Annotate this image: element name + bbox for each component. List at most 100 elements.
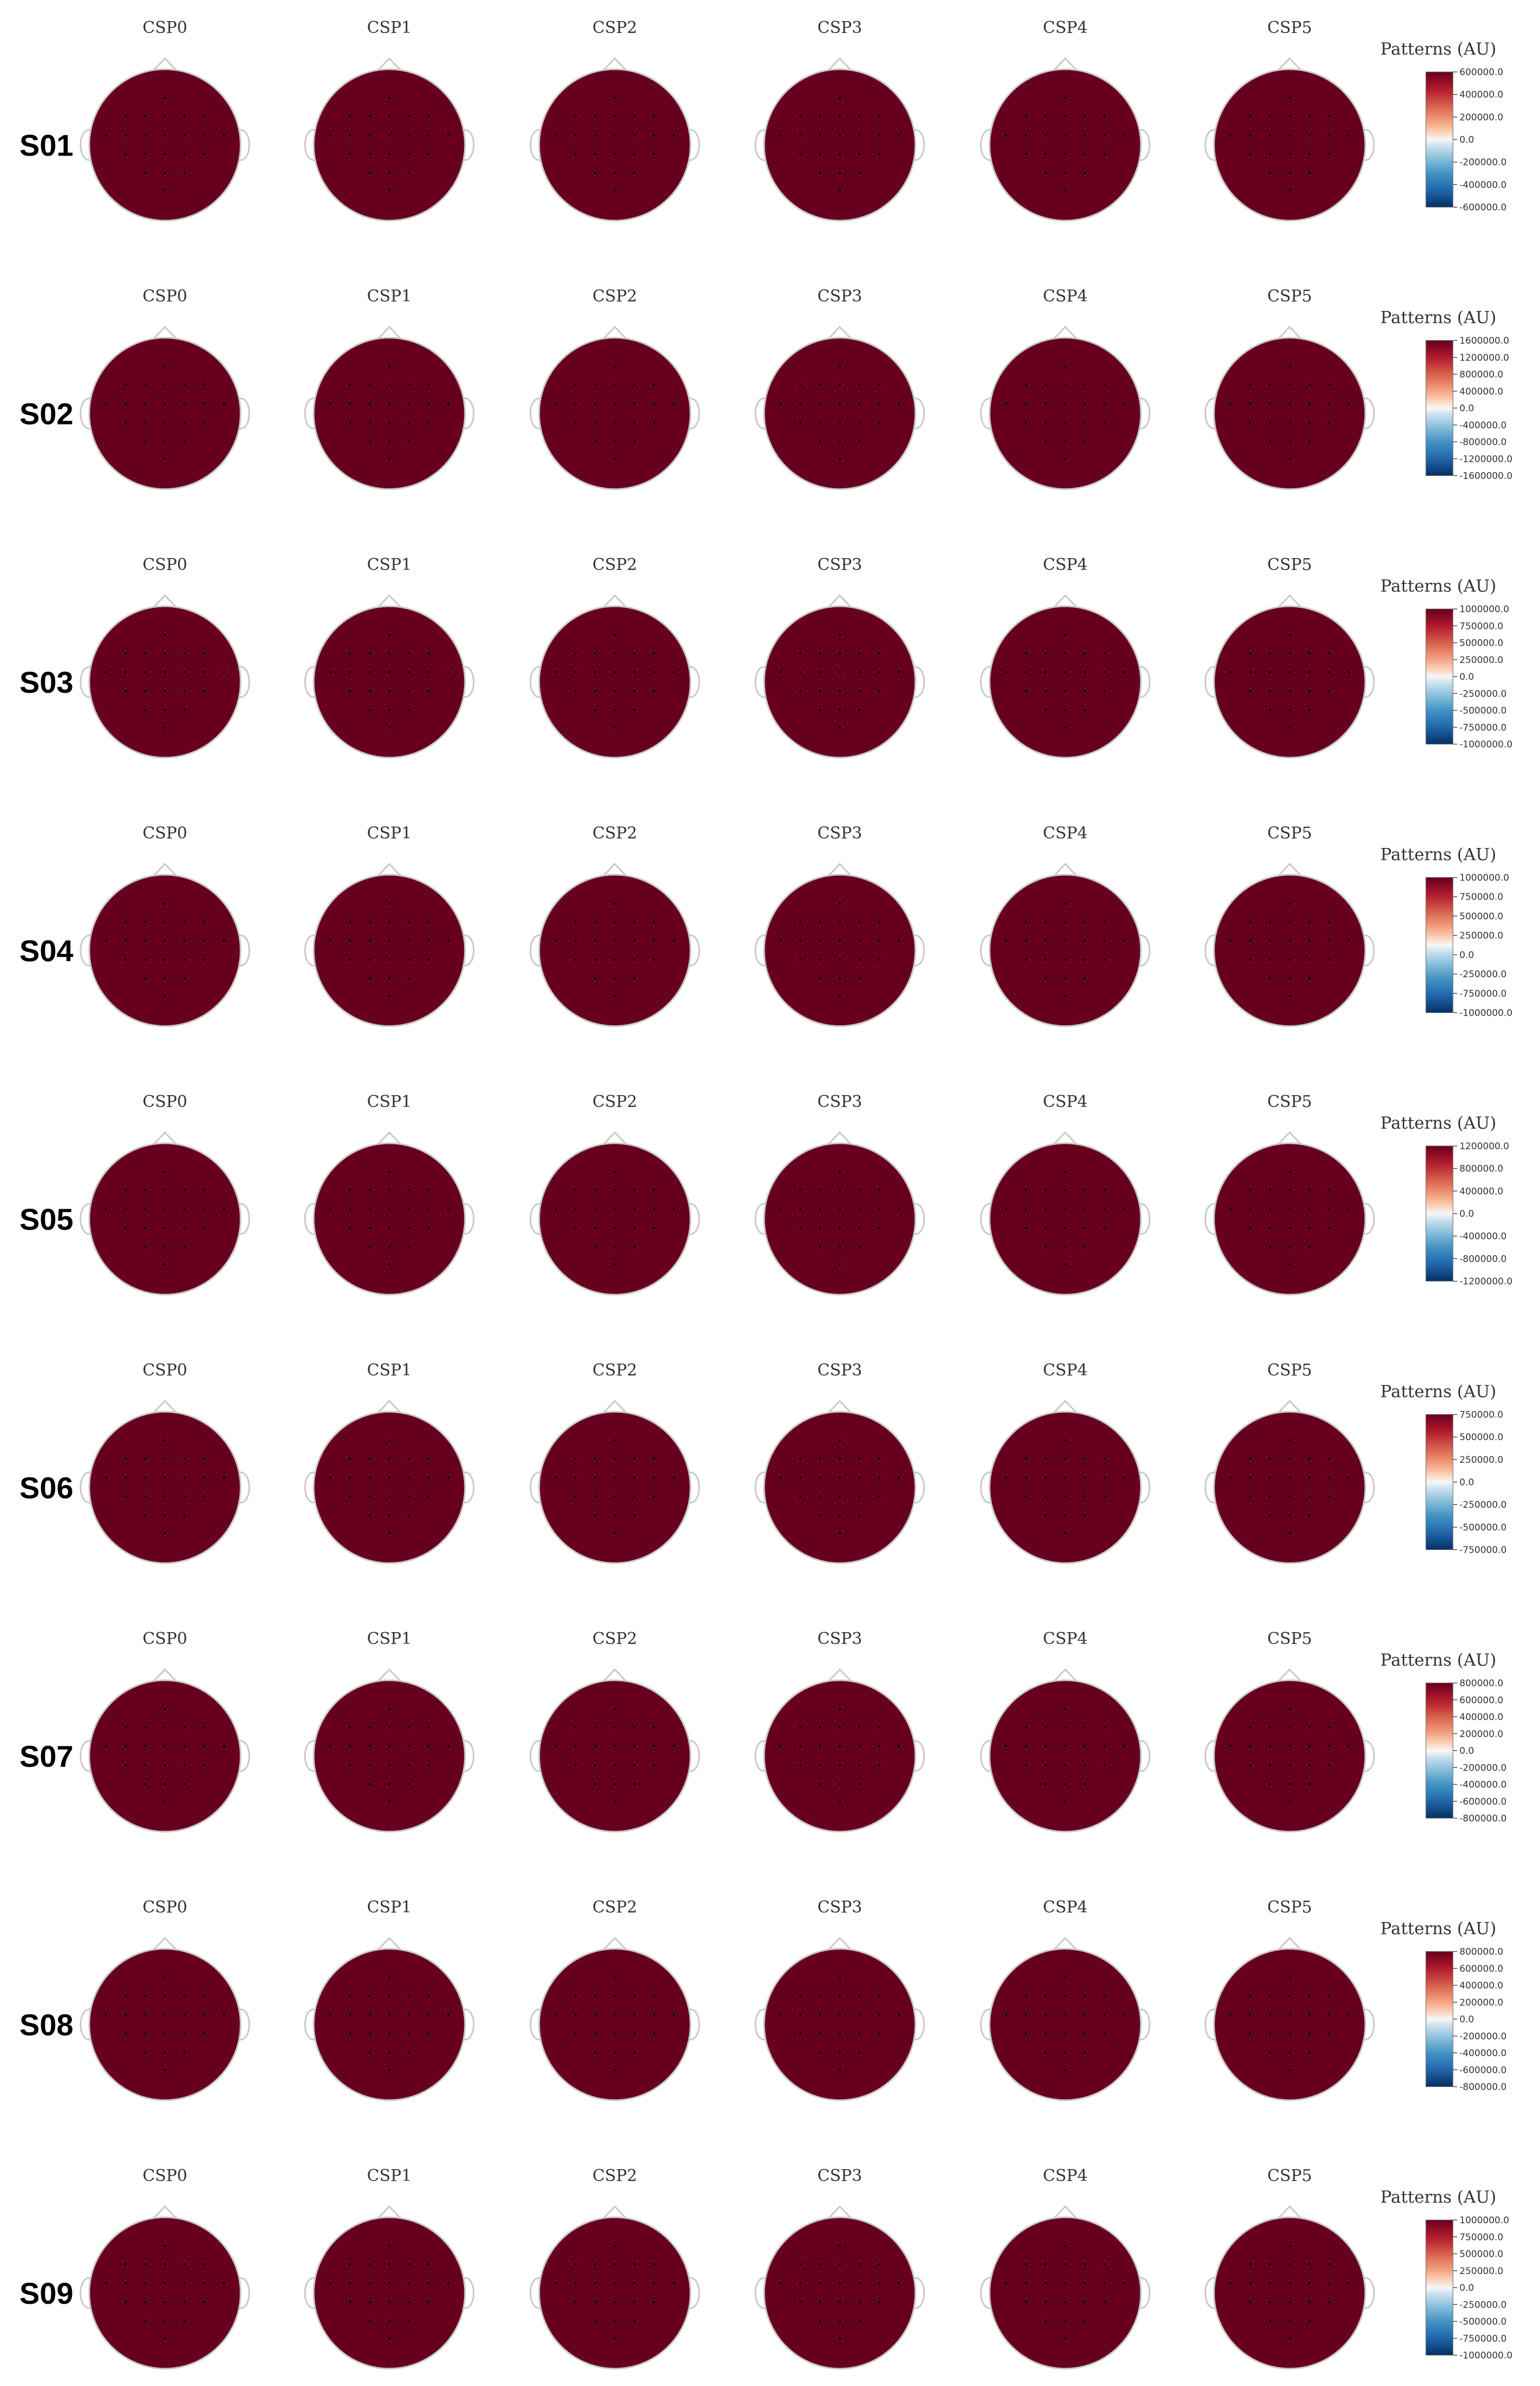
colorbar-tick-label: 600000.0 <box>1459 67 1503 78</box>
colorbar-tick-label: 800000.0 <box>1459 1678 1503 1689</box>
colorbar-title: Patterns (AU) <box>1380 1919 1496 1939</box>
component-label: CSP2 <box>593 2166 638 2185</box>
component-label: CSP1 <box>367 18 412 37</box>
component-label: CSP3 <box>818 1361 862 1380</box>
colorbar-tick-label: 400000.0 <box>1459 1712 1503 1723</box>
colorbar-tick-label: 800000.0 <box>1459 1947 1503 1958</box>
colorbar-tick-label: 750000.0 <box>1459 621 1503 632</box>
colorbar-tick-label: 0.0 <box>1459 403 1474 414</box>
colorbar-title: Patterns (AU) <box>1380 576 1496 596</box>
component-label: CSP0 <box>143 555 188 574</box>
topomap: CSP1 <box>305 824 474 1027</box>
topomap: CSP2 <box>530 1361 699 1564</box>
colorbar-tick-label: -600000.0 <box>1459 2065 1506 2076</box>
component-label: CSP5 <box>1267 287 1312 306</box>
component-label: CSP3 <box>818 18 862 37</box>
topomap: CSP4 <box>981 1361 1150 1564</box>
component-label: CSP1 <box>367 1898 412 1917</box>
colorbar-tick-label: -200000.0 <box>1459 157 1506 168</box>
topomap: CSP1 <box>305 1898 474 2101</box>
colorbar-tick-label: 1200000.0 <box>1459 1141 1509 1152</box>
colorbar-tick-label: 1600000.0 <box>1459 336 1509 347</box>
colorbar-tick-label: -800000.0 <box>1459 1254 1506 1264</box>
colorbar-title: Patterns (AU) <box>1380 1382 1496 1402</box>
colorbar-tick-label: 400000.0 <box>1459 90 1503 101</box>
topomap: CSP5 <box>1205 824 1374 1027</box>
topomap: CSP2 <box>530 2166 699 2369</box>
colorbar-tick-label: 750000.0 <box>1459 2232 1503 2243</box>
component-label: CSP0 <box>143 2166 188 2185</box>
colorbar-tick-label: -400000.0 <box>1459 1231 1506 1242</box>
topomap: CSP3 <box>755 555 924 758</box>
component-label: CSP5 <box>1267 1629 1312 1648</box>
topomap: CSP1 <box>305 555 474 758</box>
topomap: CSP3 <box>755 1629 924 1832</box>
colorbar-tick-label: 0.0 <box>1459 950 1474 960</box>
topomap: CSP4 <box>981 287 1150 490</box>
component-label: CSP2 <box>593 555 638 574</box>
component-label: CSP0 <box>143 824 188 843</box>
topomap: CSP4 <box>981 824 1150 1027</box>
topomap: CSP2 <box>530 1092 699 1295</box>
component-label: CSP5 <box>1267 555 1312 574</box>
colorbar-tick-label: 200000.0 <box>1459 112 1503 123</box>
colorbar-tick-label: 800000.0 <box>1459 1164 1503 1175</box>
component-label: CSP4 <box>1043 555 1088 574</box>
colorbar-tick-label: -250000.0 <box>1459 1500 1506 1510</box>
topomap: CSP1 <box>305 287 474 490</box>
topomap: CSP0 <box>81 555 249 758</box>
colorbar-tick-label: -800000.0 <box>1459 2082 1506 2093</box>
colorbar-tick-label: -1000000.0 <box>1459 2350 1512 2361</box>
topomap: CSP3 <box>755 1898 924 2101</box>
topomap: CSP2 <box>530 1629 699 1832</box>
topomap: CSP5 <box>1205 2166 1374 2369</box>
topomap: CSP5 <box>1205 287 1374 490</box>
colorbar-tick-label: -750000.0 <box>1459 2334 1506 2344</box>
colorbar-title: Patterns (AU) <box>1380 308 1496 328</box>
topomap: CSP2 <box>530 824 699 1027</box>
colorbar-tick-label: 0.0 <box>1459 1477 1474 1488</box>
subject-label: S01 <box>19 128 74 162</box>
colorbar: Patterns (AU)1200000.0800000.0400000.00.… <box>1380 1114 1512 1287</box>
colorbar: Patterns (AU)1000000.0750000.0500000.025… <box>1380 845 1512 1019</box>
colorbar-tick-label: 250000.0 <box>1459 2266 1503 2277</box>
component-label: CSP3 <box>818 824 862 843</box>
component-label: CSP5 <box>1267 1898 1312 1917</box>
topomap: CSP3 <box>755 2166 924 2369</box>
topomap: CSP2 <box>530 18 699 221</box>
colorbar-tick-label: 250000.0 <box>1459 655 1503 666</box>
topomap: CSP0 <box>81 824 249 1027</box>
colorbar-tick-label: -750000.0 <box>1459 1545 1506 1556</box>
subject-label: S04 <box>19 934 74 968</box>
topomap: CSP3 <box>755 824 924 1027</box>
component-label: CSP0 <box>143 18 188 37</box>
component-label: CSP3 <box>818 287 862 306</box>
topomap: CSP2 <box>530 287 699 490</box>
topomap: CSP4 <box>981 1092 1150 1295</box>
subject-label: S05 <box>19 1202 74 1236</box>
colorbar-tick-label: 250000.0 <box>1459 1455 1503 1466</box>
component-label: CSP0 <box>143 1898 188 1917</box>
component-label: CSP1 <box>367 1092 412 1111</box>
topomap: CSP0 <box>81 2166 249 2369</box>
colorbar: Patterns (AU)800000.0600000.0400000.0200… <box>1380 1919 1506 2093</box>
colorbar-tick-label: 750000.0 <box>1459 1410 1503 1421</box>
component-label: CSP5 <box>1267 824 1312 843</box>
topomap: CSP5 <box>1205 555 1374 758</box>
topomap: CSP4 <box>981 2166 1150 2369</box>
component-label: CSP4 <box>1043 1361 1088 1380</box>
component-label: CSP2 <box>593 1898 638 1917</box>
colorbar: Patterns (AU)1000000.0750000.0500000.025… <box>1380 2188 1512 2361</box>
component-label: CSP0 <box>143 287 188 306</box>
colorbar-tick-label: -1200000.0 <box>1459 1276 1512 1287</box>
component-label: CSP1 <box>367 287 412 306</box>
topomap: CSP0 <box>81 287 249 490</box>
component-label: CSP2 <box>593 1629 638 1648</box>
component-label: CSP3 <box>818 1092 862 1111</box>
subject-label: S07 <box>19 1739 74 1773</box>
colorbar-tick-label: -800000.0 <box>1459 437 1506 448</box>
component-label: CSP2 <box>593 1092 638 1111</box>
colorbar-tick-label: 400000.0 <box>1459 1186 1503 1197</box>
colorbar-tick-label: 800000.0 <box>1459 369 1503 380</box>
